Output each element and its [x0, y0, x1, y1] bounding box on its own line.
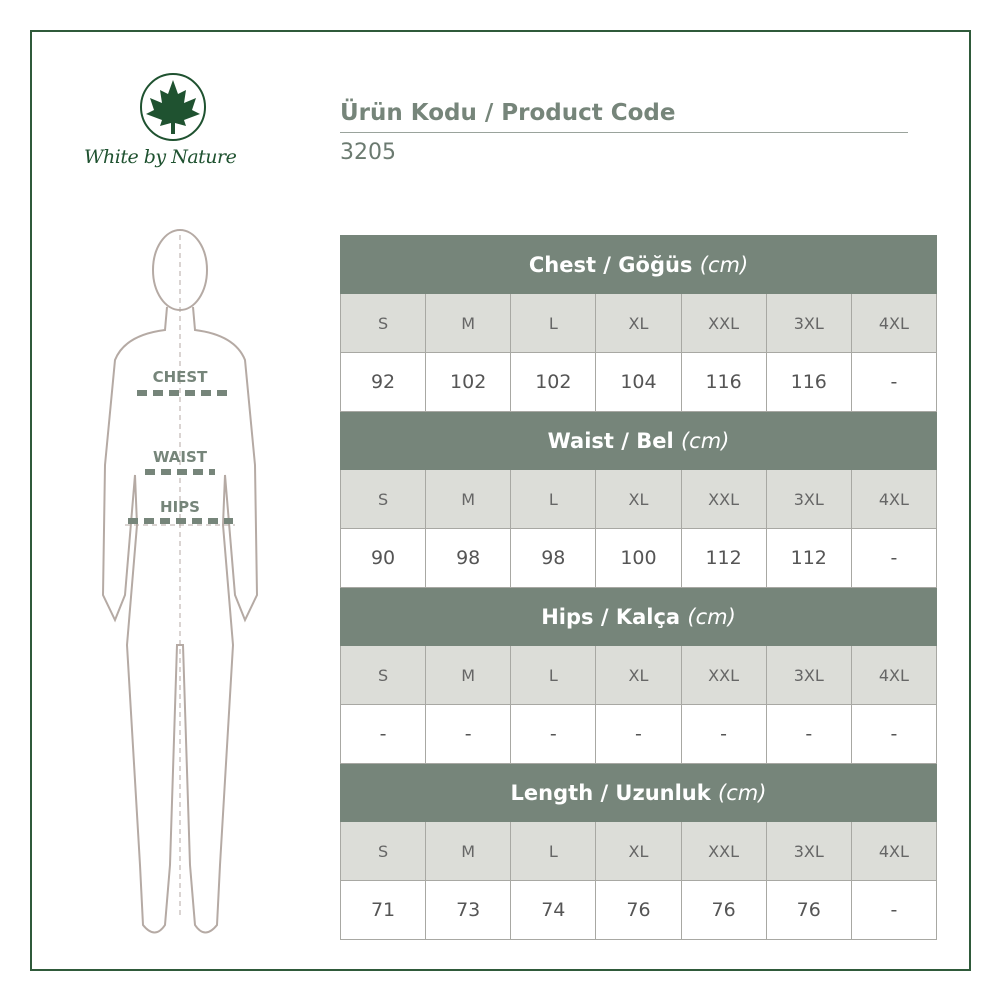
product-code-value: 3205: [340, 140, 396, 165]
size-header-cell: XXL: [680, 469, 767, 529]
section-header-row: Length / Uzunluk (cm): [340, 763, 937, 822]
measurement-cell: -: [680, 704, 767, 764]
size-header-cell: L: [510, 293, 597, 353]
measurement-cell: -: [339, 704, 427, 764]
size-header-cell: XL: [595, 293, 682, 353]
measurement-cell: 98: [510, 528, 597, 588]
brand-name: White by Nature: [84, 146, 237, 168]
measurement-cell: 112: [765, 528, 852, 588]
size-header-cell: XXL: [680, 821, 767, 881]
section-title: Length / Uzunluk: [510, 780, 711, 805]
measurement-cell: 76: [595, 880, 682, 940]
measurement-cell: -: [595, 704, 682, 764]
measurement-cell: 100: [595, 528, 682, 588]
size-header-cell: 4XL: [850, 821, 938, 881]
measurement-cell: 102: [510, 352, 597, 412]
value-row: 71 73 74 76 76 76-: [339, 880, 938, 940]
hips-label: HIPS: [160, 498, 200, 516]
body-measurement-figure: CHEST WAIST HIPS: [101, 229, 259, 934]
chest-label: CHEST: [153, 368, 209, 386]
size-header-cell: S: [339, 293, 427, 353]
waist-label: WAIST: [153, 448, 208, 466]
measurement-cell: -: [850, 352, 938, 412]
measurement-cell: -: [850, 880, 938, 940]
size-header-cell: M: [425, 293, 512, 353]
size-header-cell: XXL: [680, 645, 767, 705]
unit-label: (cm): [699, 252, 749, 277]
value-row: 92 102 102 104 116 116-: [339, 352, 938, 412]
size-header-cell: L: [510, 821, 597, 881]
size-header-cell: 3XL: [765, 645, 852, 705]
size-header-cell: M: [425, 469, 512, 529]
size-header-cell: M: [425, 645, 512, 705]
measurement-cell: -: [850, 704, 938, 764]
size-header-cell: 4XL: [850, 645, 938, 705]
measurement-cell: 74: [510, 880, 597, 940]
section-title: Hips / Kalça: [541, 604, 681, 629]
unit-label: (cm): [680, 428, 730, 453]
measurement-cell: 102: [425, 352, 512, 412]
measurement-cell: 112: [680, 528, 767, 588]
size-header-cell: 3XL: [765, 469, 852, 529]
size-header-cell: XXL: [680, 293, 767, 353]
section-header-row: Waist / Bel (cm): [340, 411, 937, 470]
measurement-cell: 76: [765, 880, 852, 940]
measurement-cell: 76: [680, 880, 767, 940]
size-header-cell: 3XL: [765, 293, 852, 353]
size-header-cell: XL: [595, 469, 682, 529]
product-code-label: Ürün Kodu / Product Code: [340, 100, 676, 126]
section-title: Chest / Göğüs: [528, 252, 693, 277]
measurement-cell: 71: [339, 880, 427, 940]
measurement-cell: -: [850, 528, 938, 588]
page-frame: [30, 30, 971, 971]
size-header-cell: L: [510, 469, 597, 529]
unit-label: (cm): [718, 780, 767, 805]
size-row: S M L XL XXL 3XL 4XL: [339, 469, 938, 529]
section-header-row: Hips / Kalça (cm): [340, 587, 937, 646]
measurement-cell: -: [765, 704, 852, 764]
measurement-cell: 116: [680, 352, 767, 412]
size-header-cell: 4XL: [850, 469, 938, 529]
size-header-cell: L: [510, 645, 597, 705]
size-header-cell: S: [339, 469, 427, 529]
size-row: S M L XL XXL 3XL 4XL: [339, 821, 938, 881]
measurement-cell: 90: [339, 528, 427, 588]
unit-label: (cm): [687, 604, 736, 629]
measurement-cell: -: [510, 704, 597, 764]
size-row: S M L XL XXL 3XL 4XL: [339, 645, 938, 705]
maple-leaf-logo-icon: [140, 73, 206, 141]
size-row: S M L XL XXL 3XL 4XL: [339, 293, 938, 353]
section-header-row: Chest / Göğüs (cm): [340, 235, 937, 294]
size-header-cell: 4XL: [850, 293, 938, 353]
size-header-cell: XL: [595, 821, 682, 881]
size-header-cell: M: [425, 821, 512, 881]
size-header-cell: 3XL: [765, 821, 852, 881]
size-header-cell: S: [339, 821, 427, 881]
divider: [340, 132, 908, 133]
size-header-cell: S: [339, 645, 427, 705]
section-title: Waist / Bel: [547, 428, 674, 453]
measurement-cell: 104: [595, 352, 682, 412]
size-chart-table: Chest / Göğüs (cm) S M L XL XXL 3XL 4XL 92 102 102…: [339, 235, 938, 940]
measurement-cell: 116: [765, 352, 852, 412]
measurement-cell: 73: [425, 880, 512, 940]
value-row: 90 98 98 100 112 112-: [339, 528, 938, 588]
measurement-cell: -: [425, 704, 512, 764]
value-row: -------: [339, 704, 938, 764]
measurement-cell: 98: [425, 528, 512, 588]
measurement-cell: 92: [339, 352, 427, 412]
size-header-cell: XL: [595, 645, 682, 705]
